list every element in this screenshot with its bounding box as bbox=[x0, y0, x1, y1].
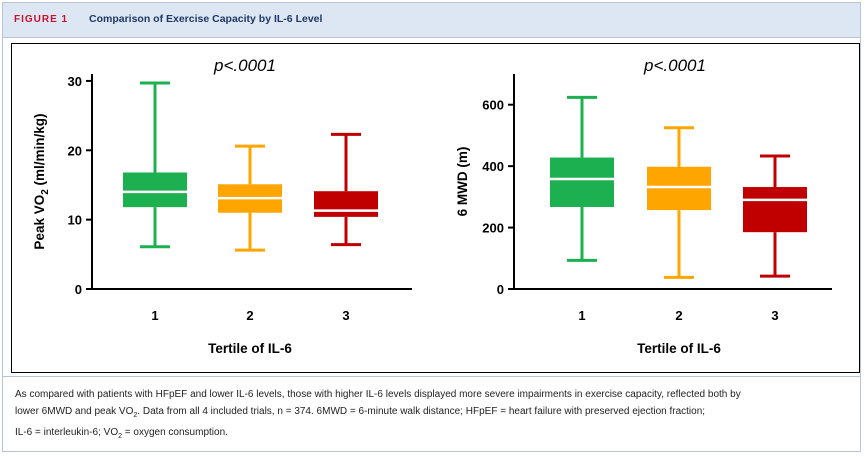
y-axis-label: 6 MWD (m) bbox=[455, 147, 470, 217]
caption-line-3b: = oxygen consumption. bbox=[122, 427, 228, 438]
x-tick-label: 2 bbox=[675, 308, 682, 323]
y-tick-label: 400 bbox=[482, 159, 504, 174]
p-value-annotation: p<.0001 bbox=[643, 56, 706, 75]
caption-line-1: As compared with patients with HFpEF and… bbox=[15, 389, 741, 400]
box-tertile-3 bbox=[314, 132, 378, 247]
box-tertile-2 bbox=[647, 126, 711, 279]
iqr-box bbox=[647, 166, 711, 211]
x-axis-label: Tertile of IL-6 bbox=[637, 341, 721, 356]
y-tick-label: 30 bbox=[68, 74, 82, 89]
caption-line-2a: lower 6MWD and peak VO bbox=[15, 406, 134, 417]
x-tick-label: 2 bbox=[246, 308, 253, 323]
chart-2: 0 200 400 600 6 MWD (m) p<.0001 Tertile of IL-… bbox=[455, 56, 832, 356]
y-tick-label: 20 bbox=[68, 143, 82, 158]
y-tick-label: 600 bbox=[482, 98, 504, 113]
caption-line-2b: . Data from all 4 included trials, n = 3… bbox=[137, 406, 706, 417]
caption-line-2-sub: 2 bbox=[133, 412, 138, 419]
box-tertile-2 bbox=[218, 144, 282, 252]
figure-label: FIGURE 1 bbox=[14, 14, 69, 25]
x-axis-label: Tertile of IL-6 bbox=[208, 341, 292, 356]
p-value-annotation: p<.0001 bbox=[213, 56, 276, 75]
y-tick-label: 200 bbox=[482, 221, 504, 236]
figure-caption: As compared with patients with HFpEF and… bbox=[15, 386, 850, 445]
figure-title: Comparison of Exercise Capacity by IL-6 … bbox=[89, 13, 323, 25]
figure-frame: FIGURE 1 Comparison of Exercise Capacity… bbox=[2, 2, 861, 452]
x-tick-label: 1 bbox=[578, 308, 585, 323]
box-tertile-1 bbox=[550, 95, 614, 262]
y-tick-label: 0 bbox=[75, 282, 82, 297]
figure-header: FIGURE 1 Comparison of Exercise Capacity… bbox=[3, 3, 860, 38]
y-axis-label: Peak VO2 (ml/min/kg) bbox=[32, 113, 51, 249]
x-tick-label: 1 bbox=[151, 308, 158, 323]
caption-line-3a: IL-6 = interleukin-6; VO bbox=[15, 427, 119, 438]
chart-1: 0 10 20 30 Peak VO2 (ml/min/kg) p<.0001 Tertil… bbox=[32, 56, 412, 356]
caption-divider bbox=[3, 376, 860, 377]
chart-panel: 0 10 20 30 Peak VO2 (ml/min/kg) p<.0001 Tertil… bbox=[11, 43, 860, 373]
iqr-box bbox=[123, 172, 187, 208]
iqr-box bbox=[314, 191, 378, 217]
box-tertile-1 bbox=[123, 81, 187, 249]
box-tertile-3 bbox=[743, 154, 807, 278]
x-tick-label: 3 bbox=[771, 308, 778, 323]
iqr-box bbox=[743, 187, 807, 233]
y-tick-label: 10 bbox=[68, 213, 82, 228]
y-tick-label: 0 bbox=[497, 282, 504, 297]
iqr-box bbox=[550, 157, 614, 207]
x-tick-label: 3 bbox=[342, 308, 349, 323]
caption-line-3-sub: 2 bbox=[118, 433, 123, 440]
